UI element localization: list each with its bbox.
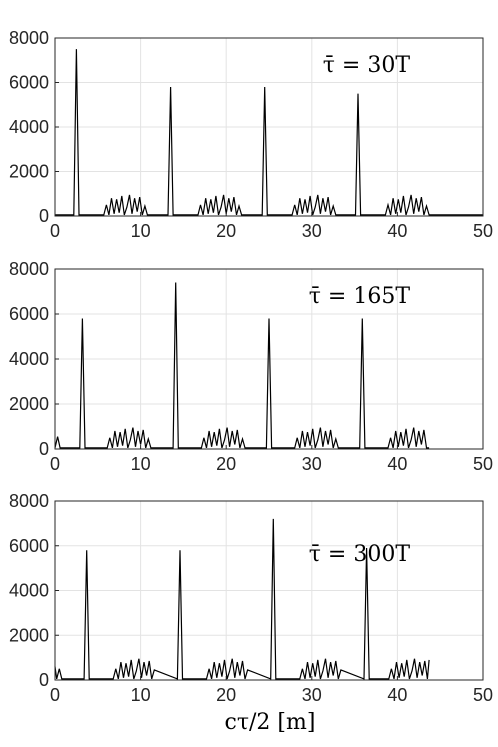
series-line <box>55 49 483 216</box>
x-tick-label: 30 <box>302 221 322 241</box>
chart-panel-3: 0 10 20 30 40 50 0 2000 4000 6000 8000 τ̄ = 300T <box>9 491 493 705</box>
chart-panel-1: 0 10 20 30 40 50 0 2000 4000 6000 8000 τ̄ = 30T <box>9 28 493 241</box>
x-tick-label: 30 <box>302 454 322 474</box>
x-tick-label: 0 <box>50 685 60 705</box>
y-tick-label: 4000 <box>9 117 49 137</box>
x-tick-label: 30 <box>302 685 322 705</box>
series-line <box>54 282 430 449</box>
y-tick-label: 0 <box>39 206 49 226</box>
y-tick-label: 8000 <box>9 259 49 279</box>
x-tick-label: 50 <box>473 221 493 241</box>
y-tick-label: 0 <box>39 670 49 690</box>
panel-annotation: τ̄ = 30T <box>323 53 411 78</box>
y-tick-label: 4000 <box>9 581 49 601</box>
x-tick-label: 20 <box>216 454 236 474</box>
y-tick-label: 6000 <box>9 73 49 93</box>
x-tick-label: 40 <box>387 454 407 474</box>
x-tick-label: 0 <box>50 221 60 241</box>
x-tick-label: 20 <box>216 685 236 705</box>
y-tick-label: 4000 <box>9 349 49 369</box>
x-tick-label: 50 <box>473 454 493 474</box>
y-tick-label: 8000 <box>9 491 49 511</box>
x-tick-label: 50 <box>473 685 493 705</box>
x-axis-label: cτ/2 [m] <box>224 710 316 735</box>
series-line <box>54 518 430 680</box>
y-tick-label: 6000 <box>9 536 49 556</box>
y-tick-label: 0 <box>39 439 49 459</box>
y-tick-label: 8000 <box>9 28 49 48</box>
y-tick-label: 2000 <box>9 162 49 182</box>
panel-annotation: τ̄ = 165T <box>309 284 411 309</box>
y-tick-label: 2000 <box>9 394 49 414</box>
x-tick-label: 40 <box>387 685 407 705</box>
x-tick-label: 0 <box>50 454 60 474</box>
chart-panel-2: 0 10 20 30 40 50 0 2000 4000 6000 8000 τ̄ = 165T <box>9 259 493 474</box>
y-tick-label: 6000 <box>9 304 49 324</box>
x-tick-label: 20 <box>216 221 236 241</box>
x-tick-label: 10 <box>131 685 151 705</box>
x-tick-label: 10 <box>131 454 151 474</box>
y-tick-label: 2000 <box>9 625 49 645</box>
x-tick-label: 10 <box>131 221 151 241</box>
x-tick-label: 40 <box>387 221 407 241</box>
panel-annotation: τ̄ = 300T <box>309 542 411 567</box>
